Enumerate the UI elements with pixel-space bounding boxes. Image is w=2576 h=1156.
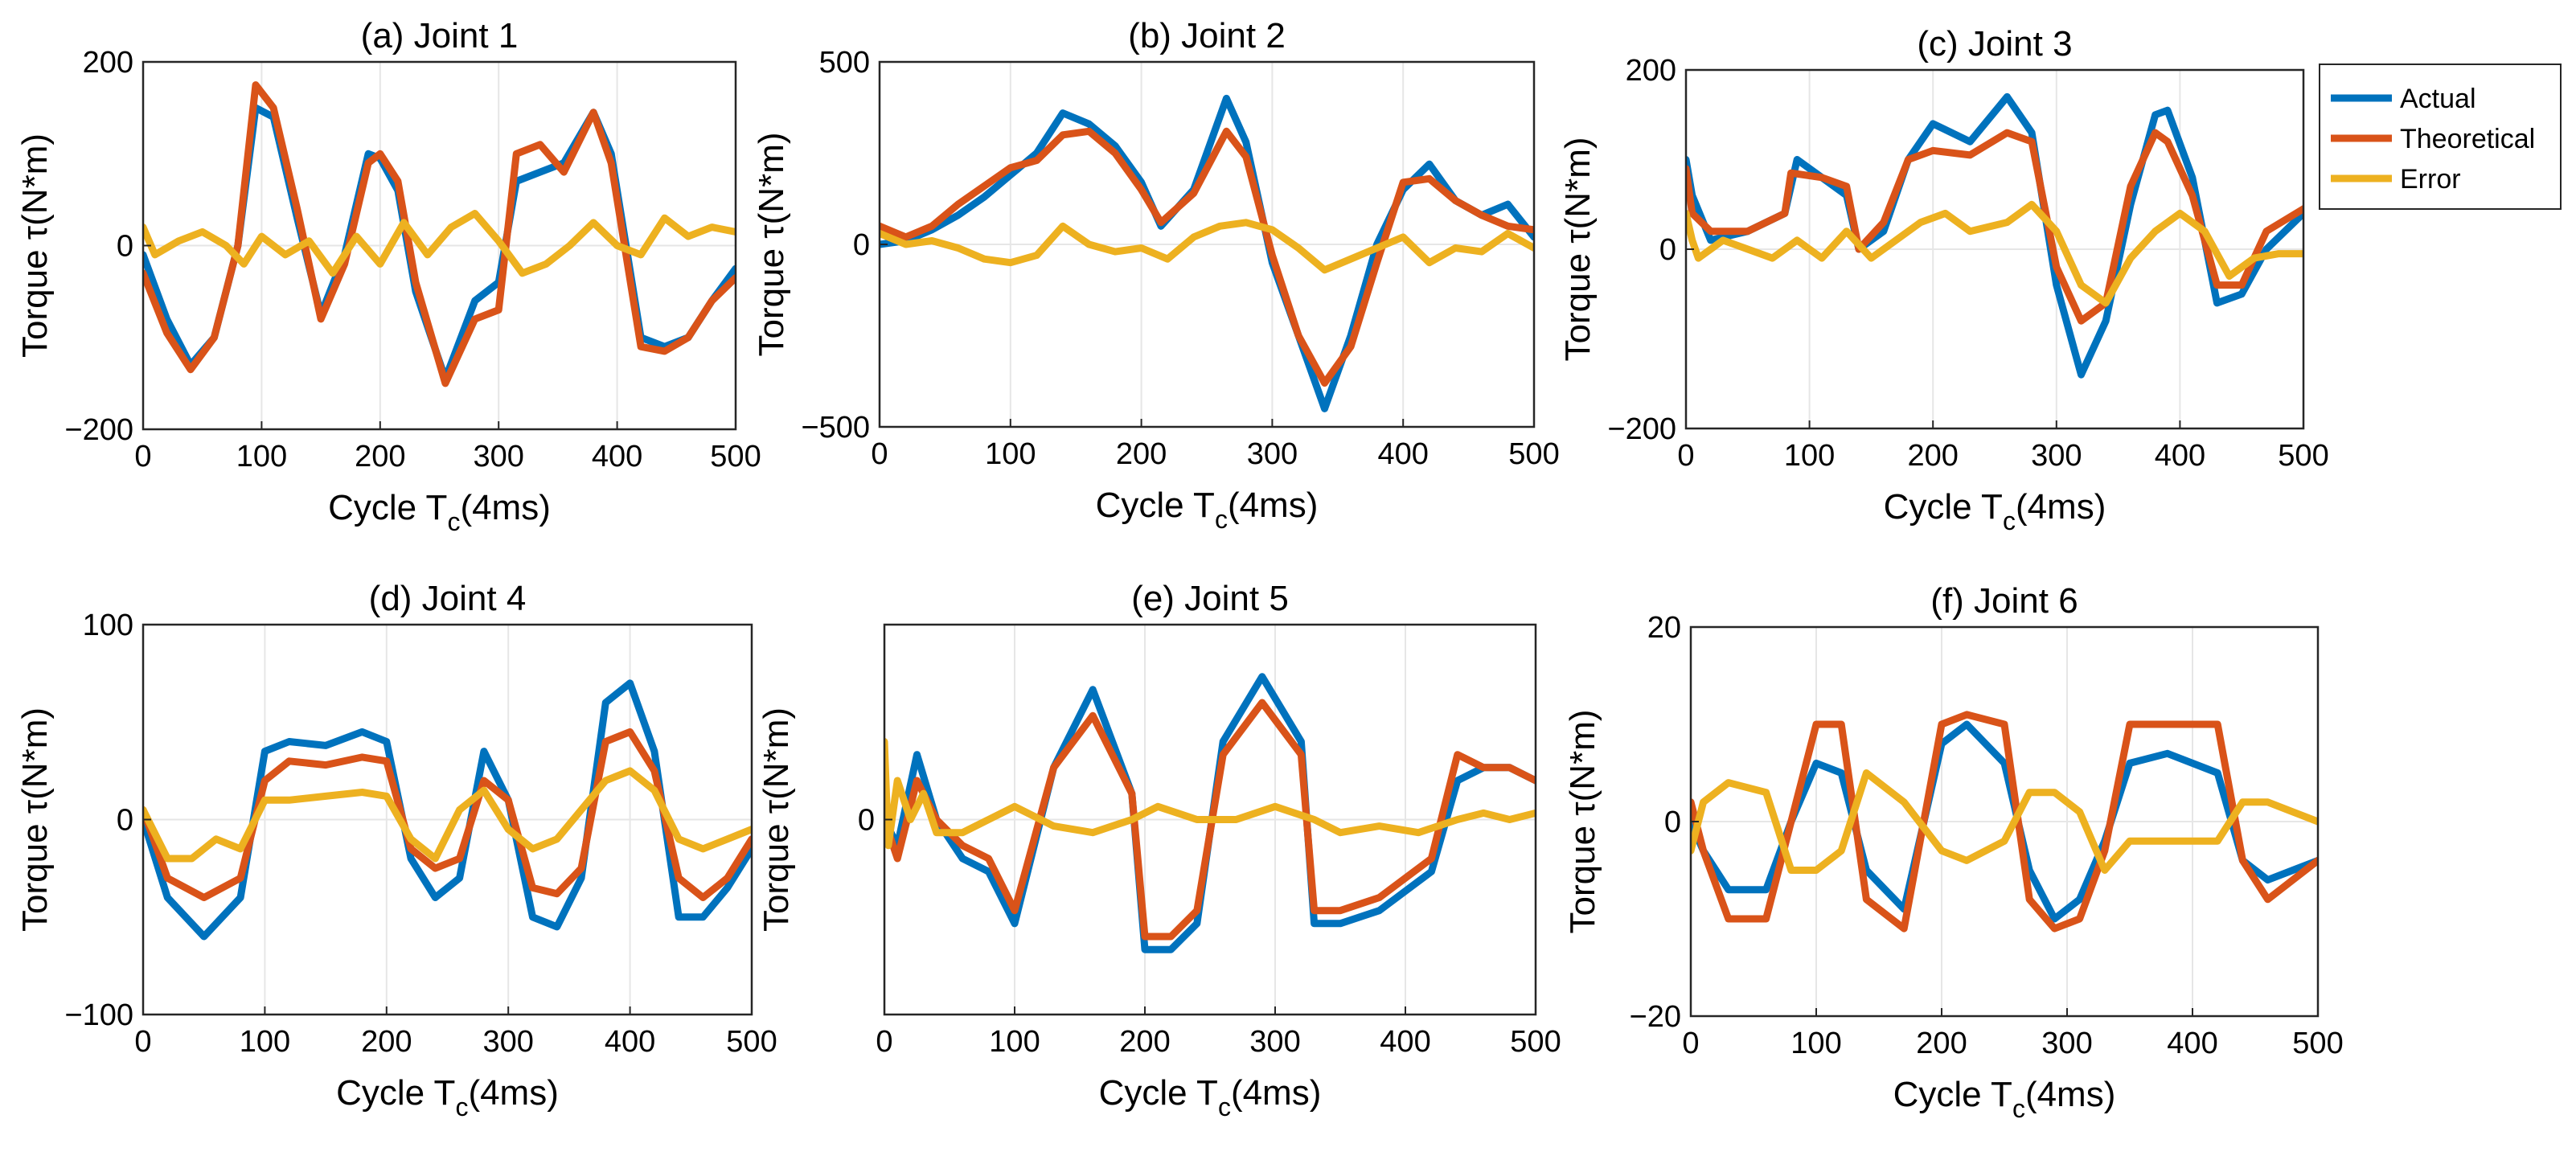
x-tick-label: 300 bbox=[473, 440, 523, 473]
x-tick-label: 100 bbox=[240, 1025, 290, 1059]
y-tick-label: 0 bbox=[1659, 233, 1676, 267]
x-tick-label: 100 bbox=[1784, 439, 1835, 473]
x-tick-label: 300 bbox=[1247, 437, 1298, 471]
chart-title: (b) Joint 2 bbox=[1128, 16, 1286, 55]
series-line-error bbox=[884, 738, 1536, 850]
y-tick-label: 500 bbox=[819, 46, 870, 80]
x-tick-label: 300 bbox=[2031, 439, 2082, 473]
x-tick-label: 200 bbox=[1119, 1025, 1170, 1059]
x-tick-label: 200 bbox=[1916, 1027, 1967, 1060]
chart-title: (e) Joint 5 bbox=[1131, 579, 1289, 618]
x-tick-label: 400 bbox=[592, 440, 642, 473]
series-line-error bbox=[1686, 200, 2303, 307]
y-tick-label: 100 bbox=[83, 609, 133, 642]
x-tick-label: 500 bbox=[1510, 1025, 1561, 1059]
y-tick-label: 200 bbox=[1626, 54, 1676, 88]
y-tick-label: 0 bbox=[117, 230, 133, 264]
x-tick-label: 100 bbox=[1790, 1027, 1841, 1060]
y-tick-label: 200 bbox=[83, 46, 133, 80]
legend-label-actual: Actual bbox=[2400, 84, 2476, 114]
series-line-actual bbox=[884, 673, 1536, 953]
y-tick-label: 0 bbox=[117, 804, 133, 838]
x-tick-label: 300 bbox=[2041, 1027, 2092, 1060]
series-line-error bbox=[880, 219, 1534, 274]
series-line-error bbox=[143, 210, 736, 277]
x-tick-label: 500 bbox=[1508, 437, 1559, 471]
x-tick-label: 100 bbox=[236, 440, 287, 473]
x-axis-label: Cycle Tc(4ms) bbox=[1884, 487, 2106, 535]
x-tick-label: 300 bbox=[482, 1025, 533, 1059]
series-line-error bbox=[1691, 769, 2318, 874]
x-tick-label: 500 bbox=[710, 440, 761, 473]
x-axis-label: Cycle Tc(4ms) bbox=[336, 1073, 559, 1121]
y-tick-label: −100 bbox=[64, 998, 133, 1032]
x-axis-label: Cycle Tc(4ms) bbox=[1099, 1073, 1322, 1121]
x-tick-label: 400 bbox=[605, 1025, 655, 1059]
legend-label-theoretical: Theoretical bbox=[2400, 124, 2535, 154]
y-tick-label: −200 bbox=[1607, 412, 1676, 446]
series-line-error bbox=[143, 767, 752, 863]
chart-title: (f) Joint 6 bbox=[1930, 581, 2078, 621]
x-axis-label: Cycle Tc(4ms) bbox=[328, 488, 551, 536]
chart-title: (d) Joint 4 bbox=[369, 579, 527, 618]
y-axis-label: Torque τ(N*m) bbox=[15, 707, 55, 932]
series-line-theoretical bbox=[1686, 129, 2303, 325]
y-tick-label: 20 bbox=[1647, 611, 1681, 645]
y-axis-label: Torque τ(N*m) bbox=[1558, 137, 1598, 362]
x-tick-label: 300 bbox=[1249, 1025, 1300, 1059]
x-tick-label: 400 bbox=[1380, 1025, 1430, 1059]
series-line-theoretical bbox=[143, 728, 752, 901]
chart-title: (a) Joint 1 bbox=[361, 16, 519, 55]
x-tick-label: 400 bbox=[2155, 439, 2205, 473]
chart-title: (c) Joint 3 bbox=[1917, 24, 2072, 64]
x-tick-label: 200 bbox=[1907, 439, 1958, 473]
series-line-theoretical bbox=[884, 699, 1536, 941]
y-tick-label: 0 bbox=[858, 804, 875, 838]
x-axis-label: Cycle Tc(4ms) bbox=[1096, 486, 1319, 534]
x-tick-label: 400 bbox=[2167, 1027, 2217, 1060]
x-tick-label: 0 bbox=[134, 1025, 151, 1059]
x-tick-label: 0 bbox=[876, 1025, 892, 1059]
y-tick-label: 0 bbox=[853, 228, 870, 262]
x-tick-label: 100 bbox=[989, 1025, 1040, 1059]
y-tick-label: −500 bbox=[801, 411, 870, 445]
x-tick-label: 100 bbox=[985, 437, 1036, 471]
x-tick-label: 400 bbox=[1377, 437, 1428, 471]
y-axis-label: Torque τ(N*m) bbox=[757, 707, 796, 932]
y-axis-label: Torque τ(N*m) bbox=[1563, 710, 1602, 934]
legend-label-error: Error bbox=[2400, 164, 2461, 195]
x-tick-label: 0 bbox=[871, 437, 888, 471]
x-tick-label: 200 bbox=[361, 1025, 412, 1059]
x-tick-label: 500 bbox=[726, 1025, 777, 1059]
x-tick-label: 0 bbox=[1677, 439, 1694, 473]
x-tick-label: 200 bbox=[355, 440, 405, 473]
y-tick-label: 0 bbox=[1664, 806, 1681, 839]
x-tick-label: 0 bbox=[134, 440, 151, 473]
y-axis-label: Torque τ(N*m) bbox=[15, 133, 55, 358]
series-line-actual bbox=[880, 94, 1534, 412]
x-axis-label: Cycle Tc(4ms) bbox=[1893, 1075, 2116, 1123]
series-line-theoretical bbox=[143, 81, 736, 387]
y-tick-label: −20 bbox=[1630, 1000, 1681, 1034]
chart-panel-5: 0 100 200 300 400 500 0 (e) Joint 5 Cycle Tc(4ms… bbox=[757, 579, 1561, 1121]
x-tick-label: 500 bbox=[2278, 439, 2328, 473]
y-tick-label: −200 bbox=[64, 413, 133, 447]
y-axis-label: Torque τ(N*m) bbox=[752, 133, 791, 357]
x-tick-label: 0 bbox=[1682, 1027, 1699, 1060]
legend: Actual Theoretical Error bbox=[2319, 64, 2562, 210]
x-tick-label: 500 bbox=[2292, 1027, 2343, 1060]
series-line-theoretical bbox=[880, 127, 1534, 387]
x-tick-label: 200 bbox=[1116, 437, 1167, 471]
